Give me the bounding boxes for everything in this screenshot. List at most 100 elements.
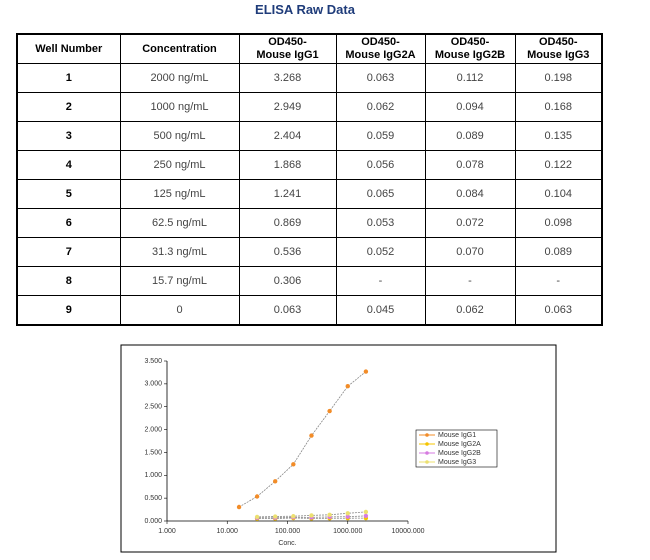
table-cell: 0.135 <box>514 121 603 151</box>
table-cell: 0.098 <box>514 208 603 238</box>
legend-label: Mouse IgG1 <box>438 432 476 439</box>
table-cell: 31.3 ng/mL <box>119 237 240 267</box>
table-cell: 125 ng/mL <box>119 179 240 209</box>
table-cell: 62.5 ng/mL <box>119 208 240 238</box>
table-cell: 1.241 <box>238 179 337 209</box>
table-cell: 0.072 <box>424 208 516 238</box>
data-point <box>363 369 369 374</box>
table-cell: 15.7 ng/mL <box>119 266 240 296</box>
data-point <box>327 408 332 414</box>
data-point <box>327 514 332 520</box>
table-cell: Well Number <box>16 33 121 64</box>
y-tick-label: 1.000 <box>144 472 162 479</box>
table-cell: 0.052 <box>335 237 426 267</box>
table-row: 1 2000 ng/mL 3.268 0.063 0.112 0.198 <box>16 63 603 93</box>
data-point <box>273 479 278 484</box>
data-point <box>273 516 278 521</box>
table-row: 8 15.7 ng/mL 0.306- - - <box>16 266 603 296</box>
y-tick-label: 1.500 <box>144 449 162 456</box>
series-line <box>257 511 366 518</box>
table-cell: 0.536 <box>238 237 337 267</box>
legend-box <box>415 429 498 468</box>
table-cell: 0.059 <box>335 121 426 151</box>
x-axis-label: Conc. <box>278 540 296 547</box>
table-cell: - <box>514 266 603 296</box>
table-cell: 0 <box>119 295 240 326</box>
table-cell: 1.868 <box>238 150 337 180</box>
table-cell: 250 ng/mL <box>119 150 240 180</box>
table-cell: 0.306 <box>238 266 337 296</box>
y-tick-label: 3.000 <box>144 381 162 388</box>
data-point <box>254 515 260 520</box>
table-cell: 0.045 <box>335 295 426 326</box>
table-cell: 7 <box>16 237 121 267</box>
data-point <box>363 515 369 521</box>
legend-marker <box>425 433 429 437</box>
data-point <box>291 514 296 520</box>
table-cell: 2 <box>16 92 121 122</box>
table-cell: 0.112 <box>424 63 516 93</box>
legend-label: Mouse IgG2B <box>438 450 481 457</box>
title: ELISA Raw Data <box>255 2 355 17</box>
legend-label: Mouse IgG3 <box>438 459 476 466</box>
table-cell: 0.056 <box>335 150 426 180</box>
data-point <box>309 516 314 521</box>
table-cell: 4 <box>16 150 121 180</box>
table-cell: 0.063 <box>238 295 337 326</box>
table-cell: 0.104 <box>514 179 603 209</box>
data-point <box>363 509 369 515</box>
table-cell: 5 <box>16 179 121 209</box>
table-cell: 3.268 <box>238 63 337 93</box>
table-cell: 1 <box>16 63 121 93</box>
y-tick-label: 0.000 <box>144 518 162 525</box>
data-point <box>291 514 296 519</box>
series-line <box>238 371 367 508</box>
data-point <box>254 494 260 499</box>
series-line <box>257 517 366 519</box>
table-cell: 0.198 <box>514 63 603 93</box>
table-cell: 9 <box>16 295 121 326</box>
y-tick-label: 2.500 <box>144 404 162 411</box>
table-cell: OD450- Mouse IgG2B <box>424 33 516 64</box>
table-body: Well Number Concentration OD450- Mouse IgG… <box>16 33 603 326</box>
table-row: 9 0 0.063 0.045 0.062 0.063 <box>16 295 603 326</box>
table-row: 7 31.3 ng/mL 0.536 0.052 0.070 0.089 <box>16 237 603 267</box>
table-cell: 500 ng/mL <box>119 121 240 151</box>
data-point <box>254 516 260 521</box>
table-cell: 0.063 <box>514 295 603 326</box>
table-row: 5 125 ng/mL 1.241 0.065 0.084 0.104 <box>16 179 603 209</box>
table-cell: 2.949 <box>238 92 337 122</box>
table-cell: 0.070 <box>424 237 516 267</box>
table-cell: 2000 ng/mL <box>119 63 240 93</box>
legend-marker <box>425 460 429 464</box>
table-cell: - <box>424 266 516 296</box>
y-tick-label: 3.500 <box>144 358 162 365</box>
data-point <box>345 515 350 521</box>
table-cell: OD450- Mouse IgG2A <box>335 33 426 64</box>
x-tick-label: 10000.000 <box>391 528 424 535</box>
data-point <box>345 514 350 519</box>
x-tick-label: 100.000 <box>275 528 300 535</box>
table-cell: Concentration <box>119 33 240 64</box>
data-point <box>363 513 369 519</box>
table-cell: 8 <box>16 266 121 296</box>
x-tick-label: 1000.000 <box>333 528 362 535</box>
table-cell: 0.065 <box>335 179 426 209</box>
series-line <box>257 515 366 519</box>
chart-frame <box>120 344 557 553</box>
y-tick-label: 2.000 <box>144 426 162 433</box>
legend-label: Mouse IgG2A <box>438 441 481 448</box>
data-point <box>236 504 242 510</box>
data-point <box>327 516 332 521</box>
data-point <box>327 512 332 518</box>
table-cell: 6 <box>16 208 121 238</box>
table-cell: 0.168 <box>514 92 603 122</box>
table-cell: 3 <box>16 121 121 151</box>
table-cell: 0.089 <box>424 121 516 151</box>
data-point <box>254 514 260 520</box>
table-cell: 0.869 <box>238 208 337 238</box>
data-point <box>309 515 314 520</box>
data-point <box>345 511 350 516</box>
data-point <box>291 515 296 521</box>
